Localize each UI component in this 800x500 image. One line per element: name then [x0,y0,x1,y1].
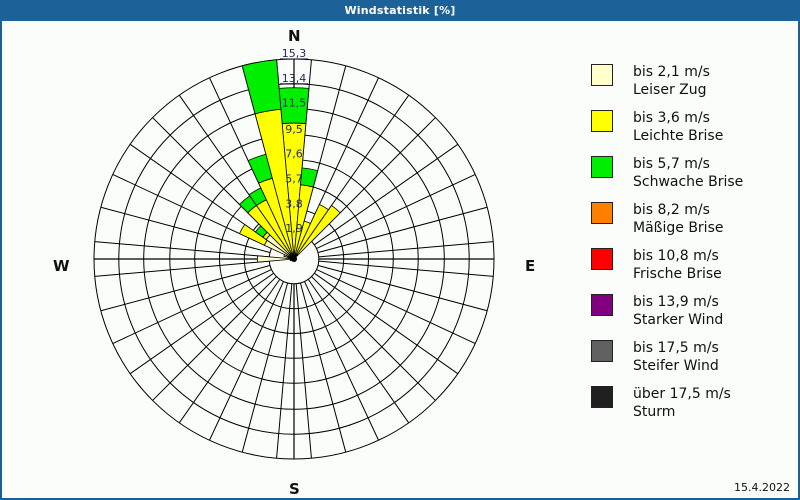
grid-spoke [152,276,277,401]
legend-label: Starker Wind [633,312,724,328]
legend-item-frische-brise: bis 10,8 m/s Frische Brise [591,247,791,293]
chart-panel: 1,9 3,8 5,7 7,6 9,5 11,5 13,4 15,3 N E S W bis … [2,21,798,498]
legend-range: bis 3,6 m/s [633,110,710,126]
ring-label: 9,5 [285,123,303,136]
grid-spoke [318,260,494,277]
grid-spoke [318,264,488,312]
wind-sector-segment [278,87,310,125]
legend-swatch [591,64,613,86]
window-title: Windstatistik [%] [0,0,800,21]
grid-spoke [304,281,379,441]
grid-spoke [314,272,459,375]
compass-west-label: W [53,257,70,275]
grid-spoke [316,174,476,249]
legend-label: Schwache Brise [633,174,744,190]
grid-spoke [314,143,459,246]
grid-spoke [100,264,270,312]
compass-north-label: N [288,27,301,45]
legend-swatch [591,386,613,408]
legend-label: Steifer Wind [633,358,719,374]
legend-label: Frische Brise [633,266,722,282]
ring-label: 3,8 [285,197,303,210]
legend-range: über 17,5 m/s [633,386,731,402]
legend-item-starker-wind: bis 13,9 m/s Starker Wind [591,293,791,339]
wind-sector-segment [300,167,319,188]
legend-swatch [591,202,613,224]
wind-rose-chart: 1,93,85,77,69,511,513,415,3 [93,47,495,460]
legend-item-sturm: über 17,5 m/s Sturm [591,385,791,431]
grid-spoke [307,279,410,424]
wind-sector-segment [256,255,295,263]
grid-spoke [94,241,270,258]
legend-swatch [591,110,613,132]
grid-spoke [295,283,312,459]
wind-sector-segment [241,59,282,115]
wind-sector-segment [238,223,268,246]
legend-item-steifer-wind: bis 17,5 m/s Steifer Wind [591,339,791,385]
legend: bis 2,1 m/s Leiser Zug bis 3,6 m/s Leichte… [591,63,791,431]
ring-label: 5,7 [285,172,303,185]
grid-spoke [299,283,347,453]
wind-sector-segment [296,204,341,256]
grid-spoke [318,206,488,254]
legend-range: bis 8,2 m/s [633,202,710,218]
grid-spoke [311,276,436,401]
legend-range: bis 10,8 m/s [633,248,719,264]
legend-range: bis 13,9 m/s [633,294,719,310]
legend-item-maessige-brise: bis 8,2 m/s Mäßige Brise [591,201,791,247]
date-stamp: 15.4.2022 [734,481,790,494]
grid-spoke [276,283,293,459]
legend-item-leiser-zug: bis 2,1 m/s Leiser Zug [591,63,791,109]
grid-spoke [178,279,281,424]
ring-label: 1,9 [285,222,303,235]
legend-label: Mäßige Brise [633,220,724,236]
legend-item-schwache-brise: bis 5,7 m/s Schwache Brise [591,155,791,201]
legend-item-leichte-brise: bis 3,6 m/s Leichte Brise [591,109,791,155]
grid-spoke [112,269,272,344]
center-dot [291,256,297,262]
ring-label: 7,6 [285,148,303,161]
legend-range: bis 2,1 m/s [633,64,710,80]
legend-range: bis 17,5 m/s [633,340,719,356]
grid-spoke [316,269,476,344]
grid-spoke [129,272,274,375]
ring-label: 11,5 [282,97,307,110]
legend-label: Sturm [633,404,676,420]
grid-spoke [241,283,289,453]
grid-spoke [100,206,270,254]
ring-label: 15,3 [282,47,307,60]
legend-swatch [591,340,613,362]
grid-spoke [94,260,270,277]
legend-label: Leichte Brise [633,128,724,144]
legend-label: Leiser Zug [633,82,707,98]
grid-spoke [209,281,284,441]
compass-east-label: E [525,257,536,275]
compass-south-label: S [289,480,300,498]
grid-spoke [318,241,494,258]
legend-swatch [591,248,613,270]
legend-swatch [591,294,613,316]
legend-swatch [591,156,613,178]
legend-range: bis 5,7 m/s [633,156,710,172]
